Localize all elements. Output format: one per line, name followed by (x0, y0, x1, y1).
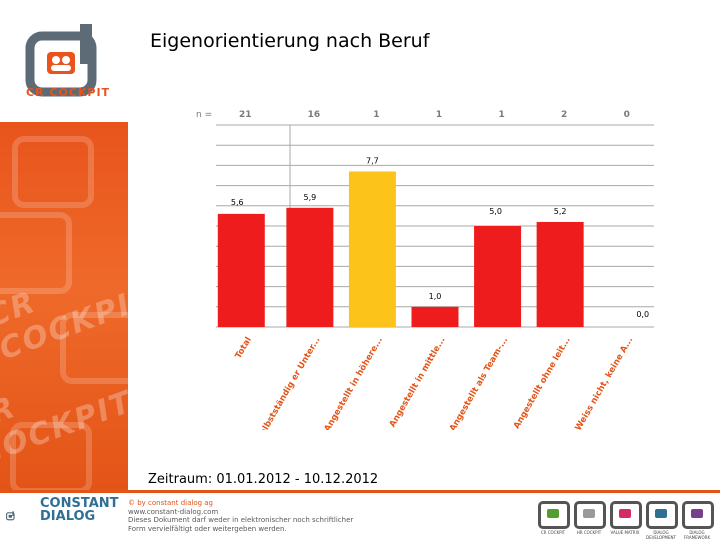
footer-copyright: © by constant dialog ag www.constant-dia… (128, 499, 353, 533)
product-color-icon (655, 509, 667, 518)
category-label: Angestellt ohne leit... (512, 335, 573, 430)
product-color-icon (583, 509, 595, 518)
pattern-shape (10, 422, 92, 490)
value-label: 5,0 (489, 207, 502, 216)
category-label: Angestellt in mittle... (388, 336, 448, 430)
bar (536, 221, 584, 327)
bar (348, 171, 396, 327)
n-label: n = (196, 110, 212, 120)
value-label: 7,7 (366, 156, 379, 165)
value-label: 5,6 (231, 198, 244, 207)
sidebar-decoration: CR COCKPIT CR COCKPIT (0, 122, 128, 490)
n-value: 1 (498, 110, 504, 120)
sidebar: CR COCKPIT CR COCKPIT CR COCKPIT (0, 0, 128, 490)
n-value: 16 (308, 110, 321, 120)
footer-note-line4: Form vervielfältigt oder weitergeben wer… (128, 524, 287, 533)
pattern-shape (60, 312, 128, 384)
footer-brand: CONSTANT DIALOG (40, 497, 119, 523)
product-caption: VALUE MATRIX (610, 530, 640, 535)
bar (217, 213, 265, 327)
n-value: 0 (624, 110, 630, 120)
product-logo-cr-cockpit: CR COCKPIT (538, 501, 570, 535)
category-label: Total (234, 335, 254, 360)
bar (411, 306, 459, 327)
category-label: Weiss nicht, keine A... (573, 336, 635, 431)
footer-brand-line1: CONSTANT (40, 496, 119, 511)
pattern-shape (12, 136, 94, 208)
footer: CONSTANT DIALOG © by constant dialog ag … (0, 493, 720, 540)
n-value: 1 (373, 110, 379, 120)
sidebar-logo-area: CR COCKPIT (0, 0, 128, 122)
category-label: Angestellt in höhere... (323, 336, 385, 431)
product-logos: CR COCKPIT HR COCKPIT VALUE MATRIX DIALO… (538, 501, 714, 540)
value-label: 1,0 (429, 292, 442, 301)
product-caption: HR COCKPIT (576, 530, 602, 535)
n-value: 21 (239, 110, 252, 120)
page-title: Eigenorientierung nach Beruf (150, 30, 430, 52)
category-label: Angestellt als Team-... (448, 336, 510, 431)
constant-dialog-logo-icon (6, 511, 15, 521)
footer-divider (0, 490, 720, 493)
product-color-icon (691, 509, 703, 518)
value-label: 5,2 (554, 207, 567, 216)
value-label: 0,0 (636, 310, 649, 319)
product-caption: CR COCKPIT (540, 530, 566, 535)
cr-cockpit-logo-icon (25, 24, 97, 97)
product-logo-value-matrix: VALUE MATRIX (610, 501, 642, 535)
product-logo-dialog-framework: DIALOG FRAMEWORK (682, 501, 714, 540)
bar (474, 226, 522, 327)
product-logo-hr-cockpit: HR COCKPIT (574, 501, 606, 535)
footer-note-line1: © by constant dialog ag (128, 499, 213, 507)
product-color-icon (547, 509, 559, 518)
product-caption: DIALOG DEVELOPMENT (646, 530, 676, 540)
product-caption: DIALOG FRAMEWORK (683, 530, 711, 540)
footer-brand-line2: DIALOG (40, 509, 96, 524)
category-label: selbstständig er Unter... (256, 336, 323, 431)
footer-note-line3: Dieses Dokument darf weder in elektronis… (128, 516, 354, 524)
time-period: Zeitraum: 01.01.2012 - 10.12.2012 (148, 472, 379, 487)
value-label: 5,9 (303, 193, 316, 202)
product-color-icon (619, 509, 631, 518)
pattern-shape (0, 212, 72, 294)
n-value: 1 (436, 110, 442, 120)
bar (286, 207, 334, 327)
n-value: 2 (561, 110, 567, 120)
logo-text: CR COCKPIT (26, 86, 111, 99)
footer-note-line2: www.constant-dialog.com (128, 507, 219, 516)
product-logo-dialog-development: DIALOG DEVELOPMENT (646, 501, 678, 540)
